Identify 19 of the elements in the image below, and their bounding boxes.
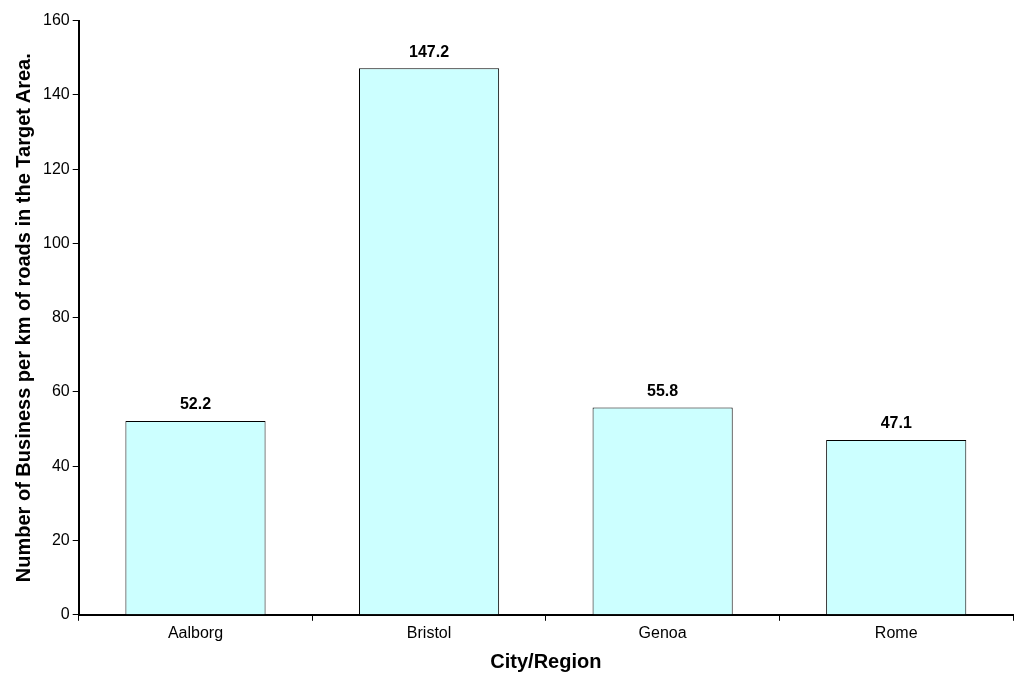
x-tick-label: Genoa (638, 623, 687, 641)
x-tick-label: Aalborg (167, 623, 224, 641)
y-axis-title: Number of Business per km of roads in the Target Area. (11, 53, 34, 583)
y-tick-label: 120 (42, 159, 70, 177)
y-tick-label: 40 (51, 456, 70, 474)
y-tick-label: 20 (51, 530, 70, 548)
data-label: 147.2 (409, 42, 450, 60)
data-label: 47.1 (880, 414, 912, 432)
x-tick-label: Rome (874, 623, 918, 641)
data-label: 52.2 (179, 395, 212, 413)
y-tick-label: 100 (42, 233, 70, 251)
y-tick-label: 80 (51, 308, 70, 326)
y-tick-label: 160 (42, 11, 70, 29)
y-tick-label: 0 (60, 605, 70, 623)
x-tick-label: Bristol (406, 623, 452, 641)
y-tick-label: 140 (42, 85, 70, 103)
data-label: 55.8 (647, 381, 679, 399)
x-axis-title: City/Region (490, 649, 602, 672)
y-tick-label: 60 (51, 382, 70, 400)
